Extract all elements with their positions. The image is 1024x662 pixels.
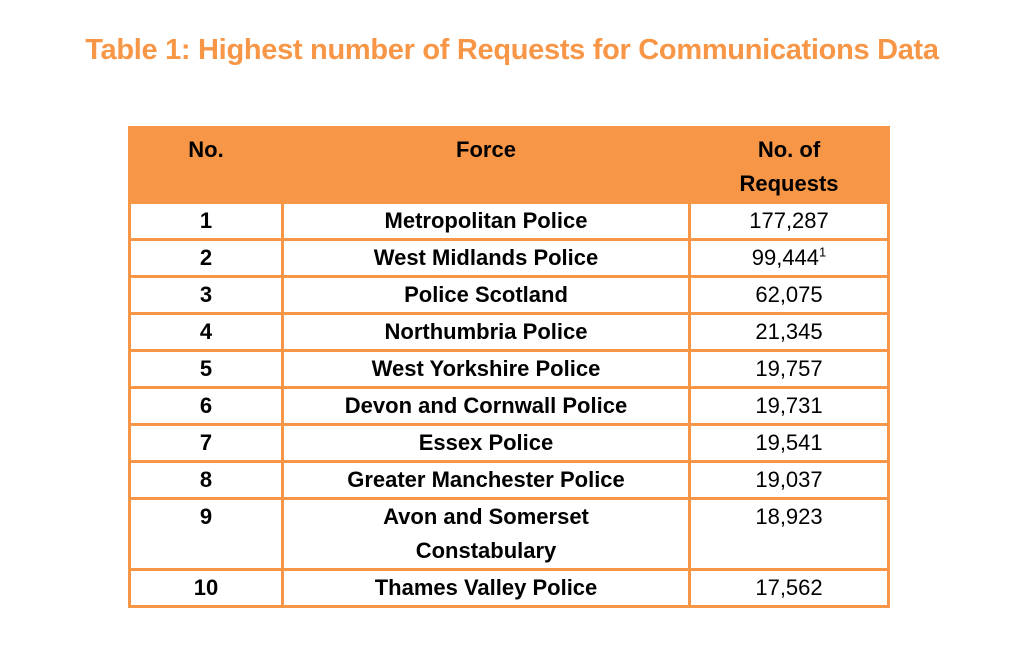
table-row: 10 Thames Valley Police 17,562 [128,568,890,608]
table-row: 5 West Yorkshire Police 19,757 [128,349,890,389]
row-number: 3 [128,275,284,315]
force-name: Metropolitan Police [281,201,691,241]
table-row: 7 Essex Police 19,541 [128,423,890,463]
table-body: 1 Metropolitan Police 177,287 2 West Mid… [128,201,890,608]
table-header: No. Force No. of Requests [128,126,890,204]
request-count: 19,731 [688,386,890,426]
force-name: West Yorkshire Police [281,349,691,389]
force-name-cell: Avon and Somerset Constabulary [281,497,691,571]
force-name-line2: Constabulary [415,538,557,563]
force-name: Police Scotland [281,275,691,315]
request-count: 177,287 [688,201,890,241]
header-row: No. Force No. of Requests [128,126,890,204]
force-name-line1: Avon and Somerset [383,504,589,529]
force-name: Essex Police [281,423,691,463]
table-row: 2 West Midlands Police 99,4441 [128,238,890,278]
request-count-cell: 99,4441 [688,238,890,278]
row-number: 8 [128,460,284,500]
row-number: 9 [128,497,284,571]
force-name: Thames Valley Police [281,568,691,608]
force-name: Devon and Cornwall Police [281,386,691,426]
request-count: 19,037 [688,460,890,500]
request-count: 17,562 [688,568,890,608]
row-number: 2 [128,238,284,278]
row-number: 7 [128,423,284,463]
footnote-marker: 1 [819,244,827,260]
table-title: Table 1: Highest number of Requests for … [85,34,939,66]
table-row: 4 Northumbria Police 21,345 [128,312,890,352]
row-number: 1 [128,201,284,241]
table-row: 8 Greater Manchester Police 19,037 [128,460,890,500]
force-name: Greater Manchester Police [281,460,691,500]
request-count: 19,757 [688,349,890,389]
header-requests-line2: Requests [739,171,839,196]
header-force: Force [281,126,691,204]
row-number: 4 [128,312,284,352]
force-name: West Midlands Police [281,238,691,278]
table-row: 1 Metropolitan Police 177,287 [128,201,890,241]
header-no: No. [128,126,284,204]
force-name: Northumbria Police [281,312,691,352]
request-count: 62,075 [688,275,890,315]
table-row: 3 Police Scotland 62,075 [128,275,890,315]
request-count: 19,541 [688,423,890,463]
row-number: 6 [128,386,284,426]
request-count: 99,444 [751,245,820,270]
requests-table-container: No. Force No. of Requests 1 Metropolitan… [128,126,890,608]
header-requests-line1: No. of [757,137,821,162]
table-row: 6 Devon and Cornwall Police 19,731 [128,386,890,426]
table-row: 9 Avon and Somerset Constabulary 18,923 [128,497,890,571]
header-requests: No. of Requests [688,126,890,204]
request-count: 21,345 [688,312,890,352]
row-number: 5 [128,349,284,389]
requests-table: No. Force No. of Requests 1 Metropolitan… [128,126,890,608]
request-count: 18,923 [688,497,890,571]
row-number: 10 [128,568,284,608]
